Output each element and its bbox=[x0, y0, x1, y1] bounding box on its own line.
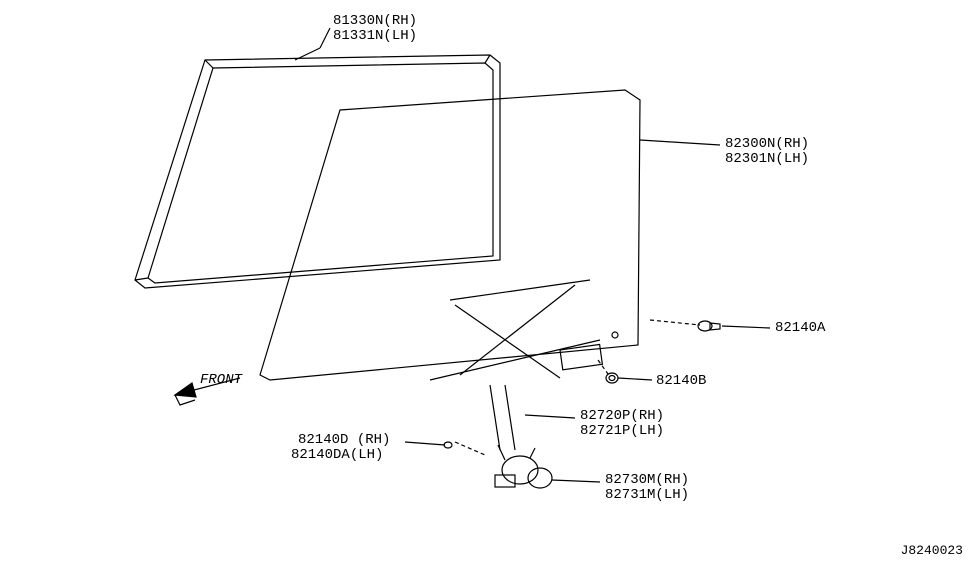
ref-text: 82721P bbox=[580, 423, 630, 439]
diagram-id: J8240023 bbox=[901, 543, 963, 558]
ref-text: 82730M bbox=[605, 472, 655, 488]
ref-text: 82731M bbox=[605, 487, 655, 503]
diagram-svg bbox=[0, 0, 975, 566]
callout-weatherstrip-rh: 81330N(RH) bbox=[333, 13, 417, 29]
ref-text: 82301N bbox=[725, 151, 775, 167]
ref-text: 82140D bbox=[298, 432, 348, 448]
side-text: (LH) bbox=[350, 447, 384, 463]
ref-text: 82300N bbox=[725, 136, 775, 152]
side-text: (RH) bbox=[383, 13, 417, 29]
side-text: (RH) bbox=[775, 136, 809, 152]
callout-motor-lh: 82731M(LH) bbox=[605, 487, 689, 503]
ref-text: 81331N bbox=[333, 28, 383, 44]
callout-bolt-d-lh: 82140DA(LH) bbox=[291, 447, 383, 463]
side-text: (RH) bbox=[655, 472, 689, 488]
callout-bolt-b: 82140B bbox=[656, 373, 706, 389]
ref-text: 81330N bbox=[333, 13, 383, 29]
side-text: (LH) bbox=[655, 487, 689, 503]
callout-weatherstrip-lh: 81331N(LH) bbox=[333, 28, 417, 44]
side-text: (RH) bbox=[357, 432, 391, 448]
parts-diagram: FRONT 81330N(RH) 81331N(LH) 82300N(RH) 8… bbox=[0, 0, 975, 566]
side-text: (LH) bbox=[775, 151, 809, 167]
callout-regulator-rh: 82720P(RH) bbox=[580, 408, 664, 424]
side-text: (LH) bbox=[383, 28, 417, 44]
side-text: (RH) bbox=[630, 408, 664, 424]
callout-regulator-lh: 82721P(LH) bbox=[580, 423, 664, 439]
front-arrow-label: FRONT bbox=[200, 372, 242, 388]
callout-glass-rh: 82300N(RH) bbox=[725, 136, 809, 152]
side-text: (LH) bbox=[630, 423, 664, 439]
callout-bolt-d-rh: 82140D (RH) bbox=[298, 432, 390, 448]
callout-glass-lh: 82301N(LH) bbox=[725, 151, 809, 167]
ref-text: 82140DA bbox=[291, 447, 350, 463]
callout-motor-rh: 82730M(RH) bbox=[605, 472, 689, 488]
ref-text: 82720P bbox=[580, 408, 630, 424]
callout-bolt-a: 82140A bbox=[775, 320, 825, 336]
